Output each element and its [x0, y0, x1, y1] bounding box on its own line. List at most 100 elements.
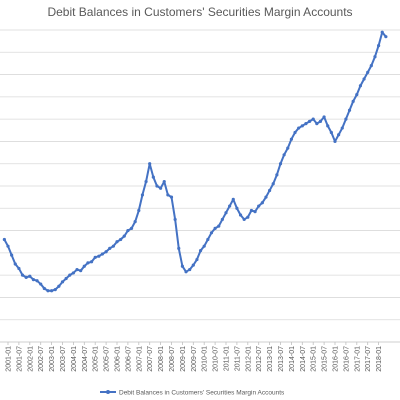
data-point — [177, 246, 181, 250]
data-point — [42, 286, 46, 291]
x-tick-label: 2003-07 — [60, 346, 67, 372]
data-point — [140, 193, 145, 197]
data-point — [79, 269, 83, 273]
data-point — [119, 237, 123, 242]
x-tick-label: 2016-01 — [333, 346, 340, 372]
data-point — [64, 276, 68, 281]
data-point — [46, 289, 50, 293]
data-point — [326, 124, 330, 128]
x-tick-label: 2007-07 — [147, 346, 154, 372]
data-point — [133, 220, 137, 224]
x-tick-label: 2015-01 — [311, 346, 318, 372]
x-tick-label: 2015-07 — [322, 346, 329, 372]
data-point — [173, 217, 177, 222]
data-point — [28, 274, 32, 278]
data-point — [286, 146, 290, 150]
data-point — [155, 184, 159, 188]
data-point — [307, 119, 312, 123]
data-point — [260, 201, 264, 205]
data-point — [191, 263, 195, 267]
data-point — [126, 228, 130, 233]
data-point — [366, 70, 370, 74]
x-tick-label: 2011-01 — [224, 346, 231, 371]
data-point — [6, 244, 10, 248]
x-tick-label: 2002-01 — [27, 346, 34, 372]
data-point — [50, 289, 54, 293]
x-tick-label: 2005-07 — [104, 346, 111, 372]
data-point — [246, 215, 250, 219]
x-tick-label: 2013-01 — [267, 346, 274, 372]
data-point — [377, 44, 381, 48]
x-tick-label: 2004-07 — [82, 346, 89, 372]
data-point — [97, 254, 101, 258]
data-point — [13, 262, 17, 266]
data-point — [17, 266, 21, 271]
x-tick-label: 2013-07 — [278, 346, 285, 372]
x-tick-label: 2016-07 — [343, 346, 350, 372]
x-tick-label: 2001-07 — [16, 346, 23, 372]
data-point — [129, 226, 134, 230]
legend-point-marker — [106, 390, 110, 394]
x-tick-label: 2006-01 — [115, 346, 122, 372]
data-point — [148, 162, 152, 166]
x-tick-label: 2012-07 — [256, 346, 263, 372]
data-point — [151, 175, 155, 179]
data-point — [253, 210, 257, 214]
data-point — [333, 139, 337, 144]
chart-title: Debit Balances in Customers' Securities … — [47, 5, 352, 19]
data-point — [264, 195, 268, 199]
data-point — [362, 77, 366, 81]
data-point — [311, 117, 315, 121]
x-tick-label: 2017-07 — [365, 346, 372, 372]
x-tick-label: 2008-01 — [158, 346, 165, 372]
data-point — [115, 240, 119, 244]
data-point — [206, 237, 210, 242]
data-point — [104, 250, 108, 254]
data-point — [351, 99, 355, 103]
data-point — [300, 124, 304, 128]
data-point — [82, 264, 86, 268]
x-tick-label: 2008-07 — [169, 346, 176, 372]
x-tick-label: 2005-01 — [93, 346, 100, 372]
data-point — [144, 179, 148, 184]
data-point — [224, 211, 228, 215]
data-point — [53, 288, 57, 292]
data-point — [111, 244, 115, 248]
data-point — [315, 122, 319, 126]
data-point — [337, 133, 341, 137]
data-point — [93, 255, 97, 259]
data-point — [282, 153, 286, 157]
data-point — [297, 126, 301, 130]
data-point — [162, 179, 166, 184]
x-tick-label: 2014-07 — [300, 346, 307, 372]
data-point — [159, 186, 163, 190]
data-point — [89, 260, 94, 264]
data-point — [184, 270, 188, 274]
series-line — [3, 31, 387, 292]
x-tick-label: 2007-01 — [136, 346, 143, 372]
data-point — [60, 280, 65, 284]
data-point — [220, 217, 224, 222]
data-point — [10, 253, 14, 257]
data-point — [369, 64, 373, 68]
data-point — [24, 275, 28, 279]
data-point — [384, 35, 388, 39]
data-point — [304, 122, 308, 126]
data-point — [293, 130, 297, 135]
data-point — [257, 204, 261, 208]
data-point — [358, 84, 363, 88]
x-tick-label: 2001-01 — [6, 346, 13, 372]
data-point — [238, 213, 243, 217]
data-point — [268, 188, 272, 193]
x-tick-label: 2014-01 — [289, 346, 296, 372]
x-tick-label: 2004-01 — [71, 346, 78, 372]
data-point — [169, 195, 174, 199]
data-point — [213, 226, 217, 230]
data-point — [75, 267, 79, 272]
x-axis: 2001-01 2001-07 2002-01 2002-07 2003-01 2003-… — [6, 342, 383, 372]
x-tick-label: 2003-01 — [49, 346, 56, 372]
data-point — [235, 206, 239, 210]
x-tick-label: 2017-01 — [354, 346, 361, 372]
x-tick-label: 2018-01 — [376, 346, 383, 372]
